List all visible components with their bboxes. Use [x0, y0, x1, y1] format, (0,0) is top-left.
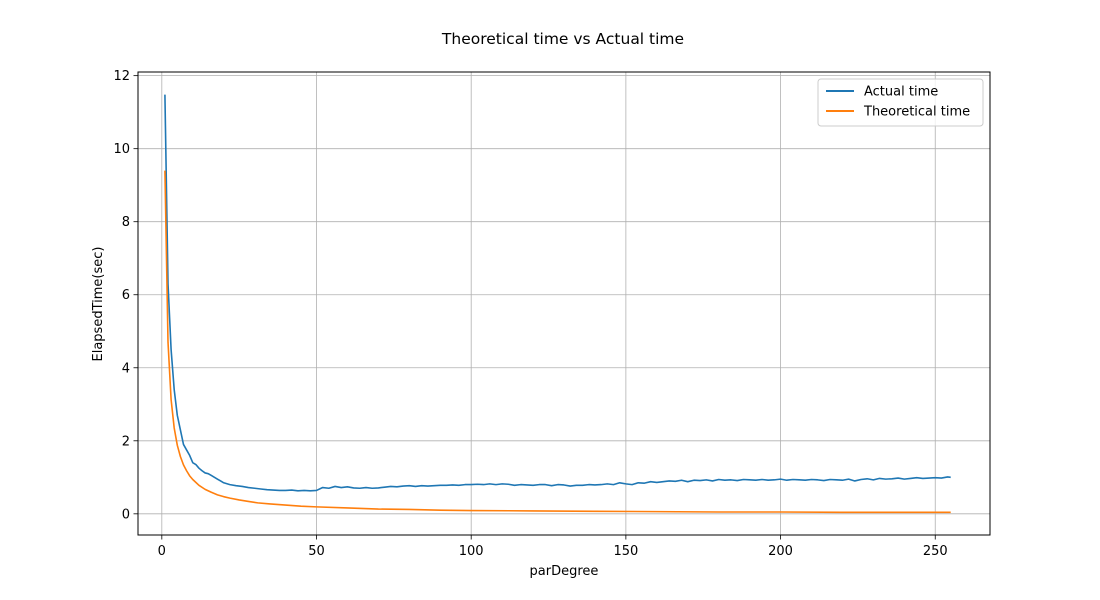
- x-tick-label: 0: [158, 544, 166, 559]
- x-tick-label: 100: [459, 544, 484, 559]
- y-tick-label: 6: [122, 288, 130, 303]
- legend-label-actual-time: Actual time: [864, 85, 938, 100]
- y-axis-label: ElapsedTime(sec): [91, 247, 106, 362]
- legend-label-theoretical-time: Theoretical time: [863, 105, 970, 120]
- ticks: 0 50 100 150 200 250 0 2 4 6 8 10 12: [113, 69, 947, 559]
- series-layer: [164, 94, 951, 514]
- grid: [138, 72, 990, 535]
- chart-title: Theoretical time vs Actual time: [441, 30, 684, 48]
- x-axis-label: parDegree: [530, 564, 599, 579]
- x-tick-label: 250: [923, 544, 948, 559]
- y-tick-label: 10: [113, 142, 130, 157]
- series-line-theoretical-time: [164, 170, 951, 514]
- x-tick-label: 200: [768, 544, 793, 559]
- y-tick-label: 4: [122, 361, 130, 376]
- y-tick-label: 12: [113, 69, 130, 84]
- legend-box: [817, 78, 984, 127]
- plot-frame: [137, 71, 991, 536]
- y-tick-label: 2: [122, 434, 130, 449]
- legend: Actual time Theoretical time: [817, 78, 984, 127]
- x-tick-label: 150: [613, 544, 638, 559]
- y-tick-label: 8: [122, 215, 130, 230]
- x-tick-label: 50: [308, 544, 325, 559]
- series-line-actual-time: [164, 94, 951, 492]
- y-tick-label: 0: [122, 507, 130, 522]
